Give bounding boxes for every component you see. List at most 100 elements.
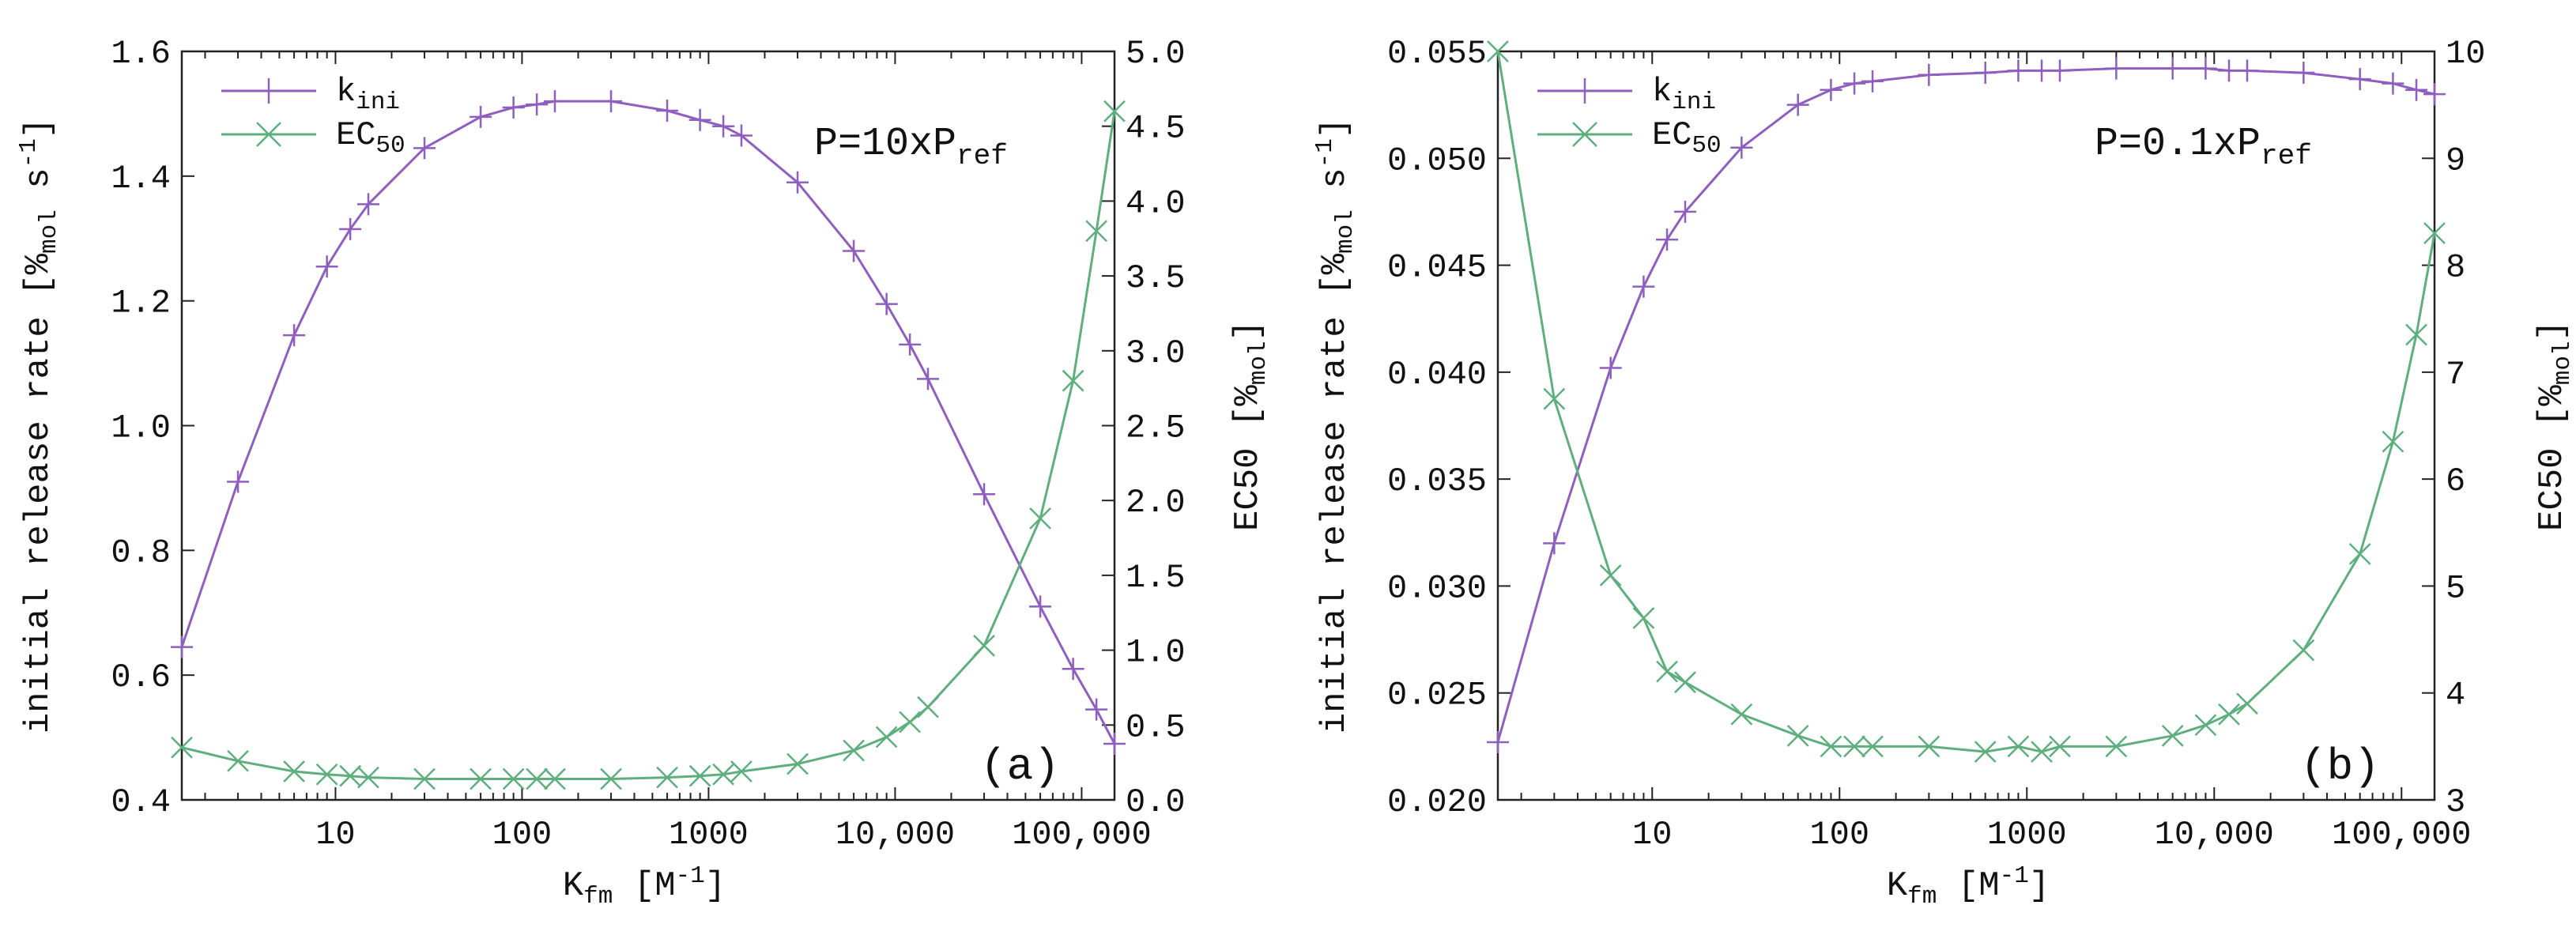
data-point-EC50 (786, 752, 809, 775)
data-point-kini (2236, 59, 2258, 82)
y2-tick-label: 4.0 (1126, 184, 1186, 222)
data-point-EC50 (544, 767, 566, 790)
y2-tick-label: 0.0 (1126, 783, 1186, 821)
data-point-kini (2049, 59, 2071, 82)
legend-marker (256, 78, 281, 104)
data-point-kini (413, 137, 436, 160)
y2-tick-label: 3 (2446, 783, 2465, 821)
y-tick-label: 0.4 (111, 783, 171, 821)
data-point-kini (2161, 57, 2184, 80)
data-point-EC50 (1974, 741, 1997, 764)
y-axis-label: initial release rate [%mol s-1] (15, 118, 63, 734)
x-tick-label: 10,000 (835, 816, 955, 854)
y-tick-label: 0.6 (111, 658, 171, 696)
data-point-EC50 (2049, 735, 2071, 758)
y2-tick-label: 2.5 (1126, 409, 1186, 447)
legend-marker (1572, 78, 1597, 104)
data-point-kini (875, 292, 898, 315)
y2-tick-label: 8 (2446, 249, 2465, 287)
y-tick-label: 0.025 (1387, 677, 1487, 715)
data-point-kini (917, 368, 939, 390)
panel-label: (b) (2300, 741, 2380, 792)
legend-label: kini (336, 73, 400, 116)
y-tick-label: 1.2 (111, 285, 171, 322)
data-point-EC50 (843, 739, 865, 762)
y2-tick-label: 10 (2446, 35, 2485, 73)
y2-tick-label: 6 (2446, 462, 2465, 500)
data-point-kini (1820, 78, 1842, 101)
data-point-EC50 (470, 767, 492, 790)
data-point-kini (470, 105, 492, 128)
data-point-EC50 (1843, 735, 1865, 758)
data-point-kini (2405, 78, 2428, 101)
data-point-EC50 (357, 766, 379, 789)
x-tick-label: 100 (1809, 816, 1869, 854)
data-point-kini (2007, 59, 2030, 82)
data-point-EC50 (917, 696, 939, 718)
y-tick-label: 1.4 (111, 160, 171, 198)
data-point-kini (730, 124, 752, 147)
data-point-kini (1029, 595, 1052, 618)
data-point-kini (502, 96, 525, 119)
chart-panel-b: 10 100 1000 10,000 100,000 0.020 0.025 0.030 0.0… (1311, 35, 2576, 911)
data-point-EC50 (1674, 671, 1696, 694)
data-point-EC50 (1730, 703, 1753, 726)
legend-marker (256, 122, 281, 147)
data-point-EC50 (2031, 741, 2053, 764)
data-point-EC50 (712, 763, 735, 786)
x-tick-label: 1000 (669, 816, 749, 854)
y2-tick-label: 3.0 (1126, 334, 1186, 372)
data-point-EC50 (1786, 724, 1809, 747)
data-point-kini (1599, 356, 1622, 379)
data-point-kini (2105, 57, 2128, 80)
data-point-kini (1085, 698, 1108, 721)
chart-panel-a: 10 100 1000 10,000 100,000 0.4 0.6 0.8 1.0 1.2 1.4… (15, 35, 1273, 911)
data-point-EC50 (502, 767, 525, 790)
data-point-EC50 (2161, 724, 2184, 747)
data-point-kini (1632, 275, 1655, 298)
data-point-EC50 (283, 760, 305, 782)
plot-frame (1496, 50, 2436, 801)
y-tick-label: 0.055 (1387, 35, 1487, 73)
y-tick-label: 0.035 (1387, 462, 1487, 500)
data-point-EC50 (2218, 703, 2240, 726)
data-point-EC50 (1029, 507, 1051, 530)
data-point-kini (1674, 200, 1696, 223)
data-point-kini (1487, 730, 1509, 753)
data-point-EC50 (730, 760, 752, 782)
data-point-kini (2292, 62, 2315, 85)
data-point-kini (1974, 62, 1997, 85)
panel-label: (a) (980, 741, 1060, 792)
data-point-kini (526, 93, 549, 116)
data-point-kini (712, 115, 735, 138)
data-point-kini (973, 483, 996, 506)
x-tick-label: 100,000 (1012, 816, 1151, 854)
data-point-EC50 (2382, 430, 2404, 453)
data-point-EC50 (315, 763, 338, 786)
data-point-kini (171, 635, 193, 658)
y-tick-label: 1.6 (111, 35, 171, 73)
data-point-kini (656, 99, 679, 122)
data-point-EC50 (1656, 660, 1678, 683)
y-tick-label: 0.030 (1387, 569, 1487, 607)
data-point-kini (1656, 228, 1679, 251)
data-point-EC50 (1062, 369, 1084, 392)
x-tick-label: 100,000 (2332, 816, 2471, 854)
data-point-EC50 (600, 767, 622, 790)
y-axis-label: initial release rate [%mol s-1] (1311, 118, 1360, 734)
data-point-kini (1730, 136, 1753, 159)
y-tick-label: 0.045 (1387, 249, 1487, 287)
data-point-EC50 (413, 767, 436, 790)
data-point-EC50 (1103, 100, 1126, 123)
y-tick-label: 0.020 (1387, 783, 1487, 821)
data-point-kini (2382, 72, 2404, 95)
data-point-kini (786, 171, 809, 194)
data-point-EC50 (526, 767, 549, 790)
y2-axis-label: EC50 [%mol] (1228, 320, 1273, 531)
data-point-EC50 (1820, 735, 1842, 758)
y-tick-label: 0.040 (1387, 356, 1487, 394)
data-point-EC50 (899, 711, 922, 733)
y2-tick-label: 5 (2446, 569, 2465, 607)
data-point-kini (339, 217, 362, 240)
